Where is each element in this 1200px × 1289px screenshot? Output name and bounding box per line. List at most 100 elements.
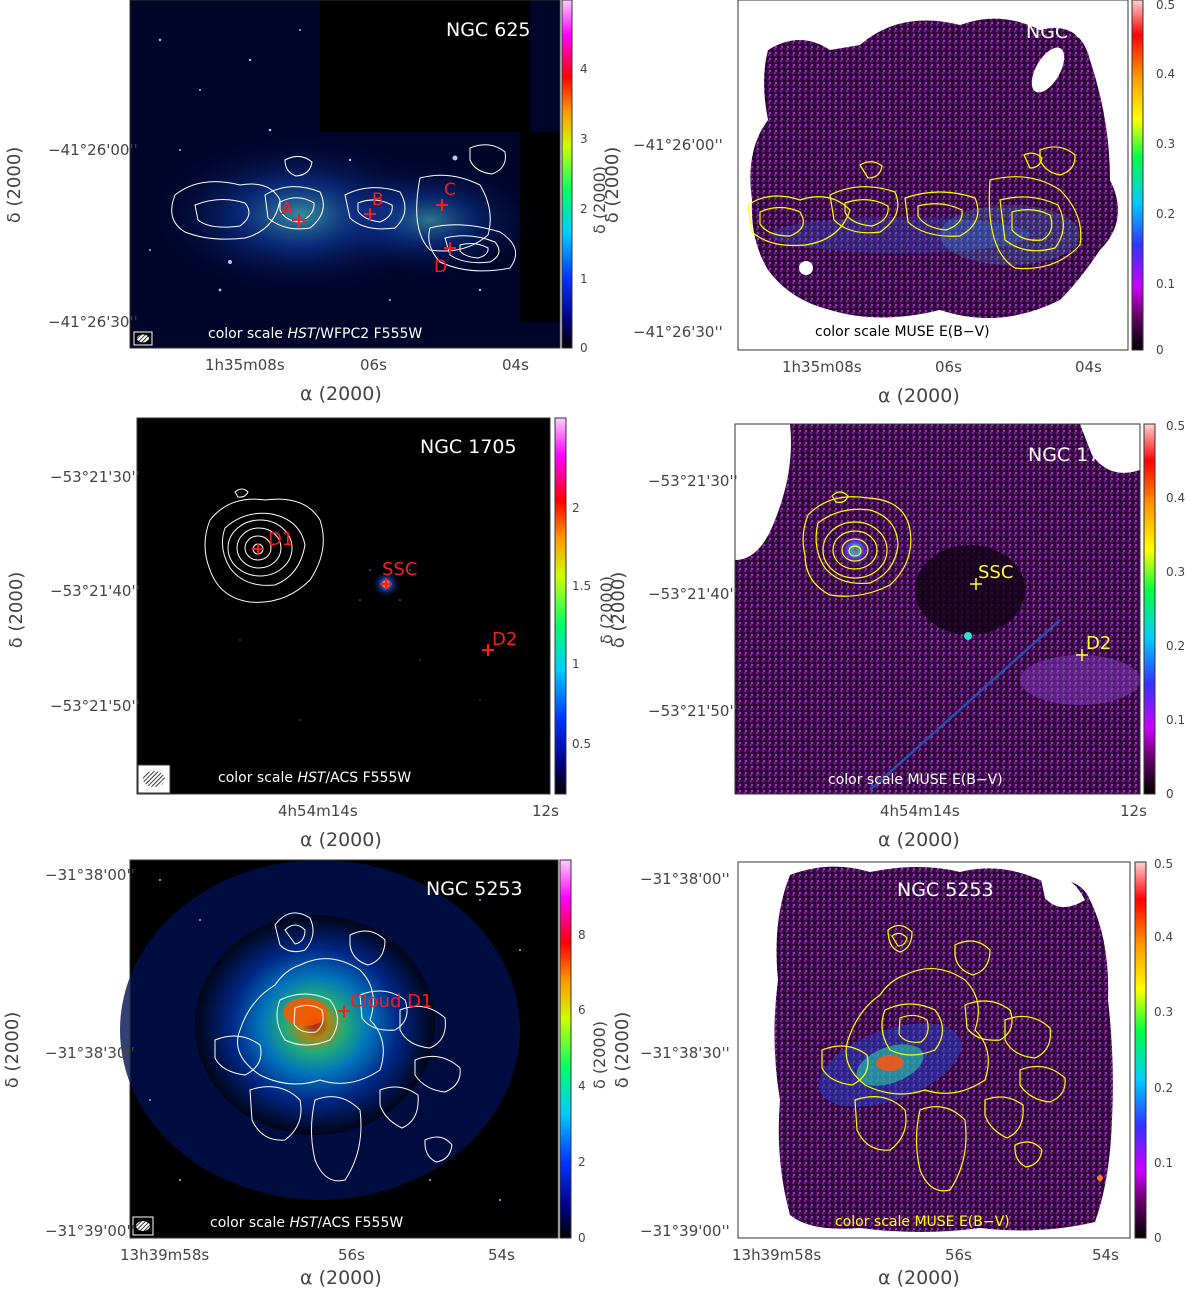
cbar-tick: 2 [580, 202, 588, 216]
markers [252, 543, 494, 656]
galaxy-title: NGC 625 [446, 19, 531, 41]
cbar-tick: 4 [580, 62, 588, 76]
x-tick: 54s [488, 1246, 515, 1264]
panel-ngc1705-muse: SSC D2 NGC 1705 color scale MUSE E(B−V) … [608, 419, 1185, 851]
x-tick: 12s [532, 802, 559, 820]
cbar-tick: 0.1 [1166, 713, 1185, 727]
y-tick: −53°21'40'' [648, 585, 738, 603]
marker-label-d2: D2 [1086, 633, 1111, 654]
x-axis-label: α (2000) [878, 829, 960, 851]
x-axis-label: α (2000) [878, 1267, 960, 1289]
cbar-tick: 0 [1166, 787, 1174, 801]
x-tick: 13h39m58s [120, 1246, 209, 1264]
cbar-tick: 0 [578, 1231, 586, 1245]
cbar-tick: 0.1 [1156, 277, 1175, 291]
markers [338, 1005, 350, 1017]
marker-label-d1: D1 [268, 529, 293, 550]
marker-label-b: B [372, 190, 384, 210]
cbar-tick: 0 [1154, 1231, 1162, 1245]
cbar-tick: 0.4 [1154, 930, 1173, 944]
markers [292, 199, 456, 254]
y-axis-label: δ (2000) [612, 1012, 633, 1089]
y-tick: −31°39'00'' [45, 1222, 135, 1240]
marker-label-d2: D2 [492, 629, 517, 650]
colorbar [554, 417, 567, 795]
panel-ngc625-hst: A B C D NGC 625 color scale HST/WFPC2 F5… [4, 0, 609, 405]
panel-ngc5253-hst: Cloud D1 NGC 5253 color scale HST/ACS F5… [2, 859, 609, 1289]
cbar-tick: 4 [578, 1079, 586, 1093]
colorscale-caption: color scale HST/ACS F555W [218, 770, 411, 786]
cbar-ylabel: δ (2000) [597, 576, 616, 644]
x-tick: 06s [360, 356, 387, 374]
marker-label-ssc: SSC [978, 562, 1013, 583]
cbar-tick: 0.4 [1156, 67, 1175, 81]
cbar-tick: 0.3 [1154, 1005, 1173, 1019]
colorbar [1131, 0, 1144, 351]
x-axis-label: α (2000) [300, 1267, 382, 1289]
x-tick: 1h35m08s [205, 356, 285, 374]
contours [747, 146, 1082, 270]
y-tick: −53°21'50'' [648, 702, 738, 720]
marker-label-cloud-d1: Cloud D1 [350, 991, 432, 1012]
y-axis-label: δ (2000) [2, 1012, 23, 1089]
colorbar [561, 0, 573, 349]
stars [149, 29, 482, 301]
stars [239, 569, 481, 721]
galaxy-title: NGC 5253 [897, 879, 994, 901]
y-tick: −31°39'00'' [640, 1222, 730, 1240]
y-tick: −53°21'30'' [648, 472, 738, 490]
cbar-tick: 2 [572, 501, 580, 515]
y-tick: −53°21'30'' [50, 468, 140, 486]
x-axis-label: α (2000) [878, 385, 960, 407]
contours [802, 491, 912, 597]
x-tick: 1h35m08s [782, 358, 862, 376]
x-tick: 12s [1120, 802, 1147, 820]
x-tick: 04s [1075, 358, 1102, 376]
cbar-tick: 0.5 [1156, 0, 1175, 12]
x-tick: 04s [502, 356, 529, 374]
stars [149, 879, 521, 1201]
cbar-tick: 2 [578, 1155, 586, 1169]
marker-label-ssc: SSC [382, 559, 417, 580]
colorscale-caption: color scale MUSE E(B−V) [828, 772, 1003, 788]
cbar-tick: 0.1 [1154, 1156, 1173, 1170]
cbar-tick: 0.5 [1166, 419, 1185, 433]
cbar-tick: 0 [1156, 343, 1164, 357]
panel-ngc625-muse: NGC 625 color scale MUSE E(B−V) 0 0.1 0.… [602, 0, 1175, 407]
x-tick: 54s [1092, 1246, 1119, 1264]
cbar-tick: 3 [580, 132, 588, 146]
colorscale-caption: color scale MUSE E(B−V) [835, 1214, 1010, 1230]
beam-ellipse [137, 334, 149, 343]
cbar-ylabel: δ (2000) [590, 1021, 609, 1089]
contours [214, 912, 461, 1182]
beam-ellipse [143, 771, 165, 787]
cbar-tick: 6 [578, 1003, 586, 1017]
y-axis-label: δ (2000) [6, 572, 27, 649]
cbar-tick: 0.5 [1154, 857, 1173, 871]
cbar-tick: 0.2 [1154, 1081, 1173, 1095]
y-tick: −53°21'40'' [50, 582, 140, 600]
x-tick: 4h54m14s [880, 802, 960, 820]
cbar-tick: 0.5 [572, 737, 591, 751]
x-tick: 56s [945, 1246, 972, 1264]
colorscale-caption: color scale HST/ACS F555W [210, 1215, 403, 1231]
y-axis-label: δ (2000) [4, 147, 25, 224]
cbar-tick: 0.3 [1166, 565, 1185, 579]
panel-ngc5253-muse: NGC 5253 color scale MUSE E(B−V) 0 0.1 0… [612, 857, 1173, 1289]
cbar-tick: 8 [578, 928, 586, 942]
cbar-tick: 0.4 [1166, 491, 1185, 505]
x-tick: 06s [935, 358, 962, 376]
contours [821, 924, 1066, 1192]
galaxy-title: NGC 1705 [1028, 444, 1125, 466]
cbar-tick: 0.3 [1156, 137, 1175, 151]
y-tick: −31°38'00'' [45, 866, 135, 884]
colorscale-caption: color scale MUSE E(B−V) [815, 324, 990, 340]
cbar-tick: 0.2 [1156, 207, 1175, 221]
x-axis-label: α (2000) [300, 383, 382, 405]
galaxy-title: NGC 1705 [420, 436, 517, 458]
colorscale-caption: color scale HST/WFPC2 F555W [208, 326, 422, 342]
x-tick: 56s [338, 1246, 365, 1264]
x-tick: 4h54m14s [278, 802, 358, 820]
panel-ngc1705-hst: D1 SSC D2 NGC 1705 color scale HST/ACS F… [6, 417, 616, 851]
